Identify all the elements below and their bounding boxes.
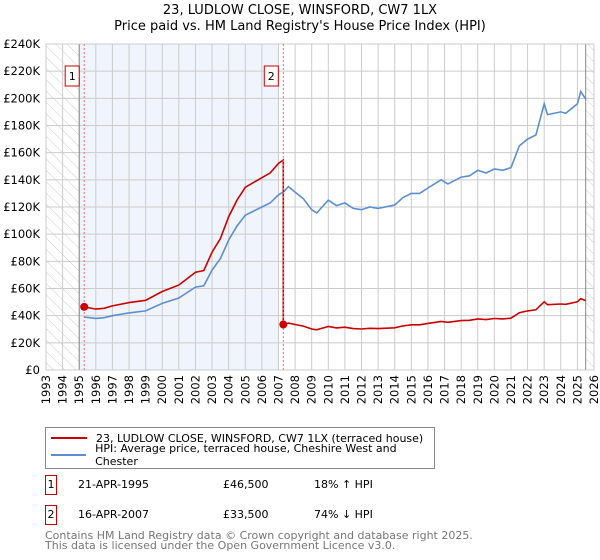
x-tick-label: 2018 [454, 375, 468, 404]
x-tick-label: 2023 [537, 375, 551, 404]
sale-date: 21-APR-1995 [78, 478, 150, 491]
y-tick-label: £220K [3, 64, 40, 78]
x-tick-label: 2011 [338, 375, 352, 404]
footer-copyright: Contains HM Land Registry data © Crown c… [45, 529, 473, 542]
x-tick-label: 2019 [471, 375, 485, 404]
x-tick-label: 2002 [188, 375, 202, 404]
legend-swatch-blue [51, 454, 87, 456]
x-tick-label: 2025 [570, 375, 584, 404]
x-tick-label: 1993 [39, 375, 53, 404]
footer: Contains HM Land Registry data © Crown c… [45, 529, 473, 552]
y-tick-label: £140K [3, 173, 40, 187]
x-tick-label: 2022 [521, 375, 535, 404]
sale-price: £46,500 [223, 478, 269, 491]
hpi-line [84, 89, 587, 320]
legend-label: 23, LUDLOW CLOSE, WINSFORD, CW7 1LX (ter… [96, 431, 424, 445]
y-tick-label: £60K [11, 282, 41, 296]
x-tick-label: 2009 [305, 375, 319, 404]
x-tick-label: 2003 [205, 375, 219, 404]
legend-swatch-red [51, 437, 87, 439]
sale-hpi-diff: 74% ↓ HPI [314, 508, 373, 521]
y-tick-label: £80K [11, 254, 41, 268]
sale-label-box [263, 65, 279, 87]
x-tick-label: 2024 [554, 375, 568, 404]
x-tick-label: 1994 [56, 375, 70, 404]
x-tick-label: 2004 [222, 375, 236, 404]
x-tick-label: 1998 [122, 375, 136, 404]
x-tick-label: 2020 [487, 375, 501, 404]
x-tick-label: 2016 [421, 375, 435, 404]
x-tick-label: 2001 [172, 375, 186, 404]
x-tick-label: 1995 [72, 375, 86, 404]
y-tick-label: £0 [25, 363, 40, 377]
y-tick-label: £20K [11, 336, 41, 350]
x-tick-label: 2000 [155, 375, 169, 404]
sale-row: 2 16-APR-2007 £33,500 74% ↓ HPI [45, 505, 445, 525]
y-tick-label: £180K [3, 119, 40, 133]
x-tick-label: 1999 [139, 375, 153, 404]
footer-licence: This data is licensed under the Open Gov… [45, 539, 396, 552]
x-tick-label: 2026 [587, 375, 600, 404]
plot-border [45, 43, 595, 371]
legend-item-hpi: HPI: Average price, terraced house, Ches… [46, 442, 434, 468]
x-tick-label: 1997 [105, 375, 119, 404]
x-tick-label: 2008 [288, 375, 302, 404]
x-tick-label: 1996 [89, 375, 103, 404]
y-tick-label: £200K [3, 91, 40, 105]
x-tick-label: 2013 [371, 375, 385, 404]
sale-hpi-diff: 18% ↑ HPI [314, 478, 373, 491]
chart-title: 23, LUDLOW CLOSE, WINSFORD, CW7 1LX [162, 3, 438, 18]
price-chart: £0 £20K £40K £60K £80K £100K £120K £140K £160K £1… [3, 37, 600, 404]
sale-row: 1 21-APR-1995 £46,500 18% ↑ HPI [45, 475, 445, 495]
sale-label: 2 [268, 70, 275, 83]
sale-badge: 2 [45, 505, 57, 525]
sale-date: 16-APR-2007 [78, 508, 150, 521]
legend: 23, LUDLOW CLOSE, WINSFORD, CW7 1LX (ter… [45, 427, 435, 469]
x-tick-label: 2006 [255, 375, 269, 404]
x-tick-label: 2010 [321, 375, 335, 404]
x-tick-label: 2015 [404, 375, 418, 404]
x-tick-label: 2007 [271, 375, 285, 404]
x-tick-label: 2012 [355, 375, 369, 404]
sale-label: 1 [69, 70, 76, 83]
y-tick-label: £120K [3, 200, 40, 214]
sale-point [279, 320, 288, 329]
legend-label: HPI: Average price, terraced house, Ches… [95, 442, 397, 468]
y-tick-label: £160K [3, 146, 40, 160]
x-tick-label: 2021 [504, 375, 518, 404]
chart-subtitle: Price paid vs. HM Land Registry's House … [114, 19, 486, 34]
property-price-line [84, 158, 586, 331]
y-tick-label: £100K [3, 227, 40, 241]
x-tick-label: 2005 [238, 375, 252, 404]
x-tick-label: 2014 [388, 375, 402, 404]
x-tick-label: 2017 [438, 375, 452, 404]
sale-point [80, 302, 89, 311]
legend-item-property: 23, LUDLOW CLOSE, WINSFORD, CW7 1LX (ter… [46, 430, 423, 446]
sale-price: £33,500 [223, 508, 269, 521]
y-tick-label: £240K [3, 37, 40, 51]
y-tick-label: £40K [11, 309, 41, 323]
sale-badge: 1 [45, 475, 57, 495]
sale-label-box [64, 65, 80, 87]
